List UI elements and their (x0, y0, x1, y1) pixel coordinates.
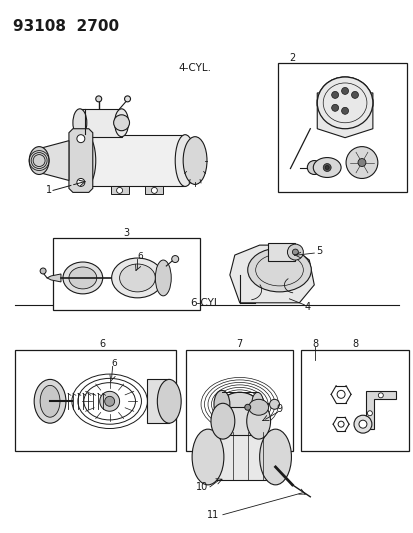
Text: 7: 7 (236, 338, 242, 349)
Ellipse shape (214, 390, 229, 418)
Polygon shape (39, 141, 69, 181)
Circle shape (77, 135, 85, 143)
Bar (85, 135, 185, 187)
Bar (186, 350, 293, 451)
Text: 4-CYL.: 4-CYL. (178, 63, 211, 73)
Circle shape (95, 96, 102, 102)
Circle shape (331, 92, 338, 99)
Text: 6: 6 (137, 252, 143, 261)
Bar (53, 238, 199, 310)
Circle shape (116, 188, 122, 193)
Ellipse shape (76, 135, 95, 187)
Ellipse shape (29, 147, 49, 174)
Ellipse shape (157, 379, 181, 423)
Circle shape (100, 391, 119, 411)
Ellipse shape (113, 115, 129, 131)
Ellipse shape (155, 260, 171, 296)
Circle shape (341, 87, 348, 94)
Text: 8: 8 (311, 338, 318, 349)
Ellipse shape (69, 267, 97, 289)
Bar (207, 432, 275, 480)
Ellipse shape (316, 77, 372, 129)
Bar (110, 187, 128, 195)
Bar (145, 187, 163, 195)
Text: 8: 8 (351, 338, 357, 349)
Ellipse shape (246, 403, 270, 439)
Ellipse shape (112, 258, 163, 298)
Circle shape (151, 188, 157, 193)
Ellipse shape (306, 160, 320, 174)
Bar (222, 407, 258, 435)
Circle shape (331, 92, 338, 99)
Ellipse shape (247, 248, 311, 292)
Circle shape (353, 415, 371, 433)
Text: 1: 1 (46, 185, 52, 196)
Circle shape (336, 390, 344, 398)
Text: 6: 6 (112, 359, 117, 368)
Circle shape (331, 104, 338, 111)
Circle shape (337, 421, 343, 427)
Circle shape (331, 104, 338, 111)
Ellipse shape (73, 109, 87, 136)
Circle shape (341, 107, 348, 114)
Polygon shape (365, 391, 395, 429)
Polygon shape (316, 93, 372, 138)
Ellipse shape (183, 136, 206, 184)
Circle shape (377, 393, 382, 398)
Ellipse shape (345, 147, 377, 179)
Text: 11: 11 (206, 510, 218, 520)
Polygon shape (47, 274, 61, 282)
Text: 3: 3 (123, 228, 129, 238)
Ellipse shape (248, 399, 268, 415)
Circle shape (341, 107, 348, 114)
Ellipse shape (40, 385, 60, 417)
Circle shape (358, 420, 366, 428)
Ellipse shape (34, 379, 66, 423)
Polygon shape (69, 129, 93, 192)
Circle shape (77, 179, 85, 187)
Circle shape (292, 249, 298, 255)
Bar (80, 109, 121, 136)
Circle shape (366, 411, 371, 416)
Bar (267, 243, 295, 261)
Ellipse shape (192, 429, 223, 485)
Text: 4: 4 (304, 302, 310, 312)
Ellipse shape (114, 109, 128, 136)
Bar (277, 63, 406, 192)
Circle shape (40, 268, 46, 274)
Text: 6-CYL.: 6-CYL. (190, 298, 223, 308)
Text: 2: 2 (289, 53, 295, 63)
Polygon shape (229, 245, 313, 303)
Ellipse shape (287, 244, 303, 260)
Circle shape (244, 404, 250, 410)
Bar (15, 350, 176, 451)
Text: 9: 9 (276, 404, 282, 414)
Text: 93108  2700: 93108 2700 (13, 19, 119, 34)
Ellipse shape (221, 392, 257, 416)
Circle shape (171, 255, 178, 263)
Ellipse shape (221, 392, 257, 416)
Circle shape (341, 87, 348, 94)
Text: 10: 10 (195, 482, 208, 492)
Ellipse shape (211, 403, 234, 439)
Circle shape (351, 92, 358, 99)
Ellipse shape (251, 392, 263, 416)
Circle shape (325, 166, 328, 169)
Circle shape (104, 397, 114, 406)
Circle shape (351, 92, 358, 99)
Ellipse shape (269, 399, 279, 409)
Text: 6: 6 (100, 338, 105, 349)
Text: 5: 5 (316, 246, 322, 256)
Ellipse shape (119, 264, 155, 292)
Circle shape (124, 96, 130, 102)
Ellipse shape (316, 77, 372, 129)
Ellipse shape (259, 429, 291, 485)
Circle shape (357, 158, 365, 166)
Ellipse shape (63, 262, 102, 294)
Ellipse shape (175, 135, 195, 187)
Bar (301, 350, 408, 451)
Bar (147, 379, 169, 423)
Ellipse shape (313, 158, 340, 177)
Circle shape (323, 164, 330, 172)
